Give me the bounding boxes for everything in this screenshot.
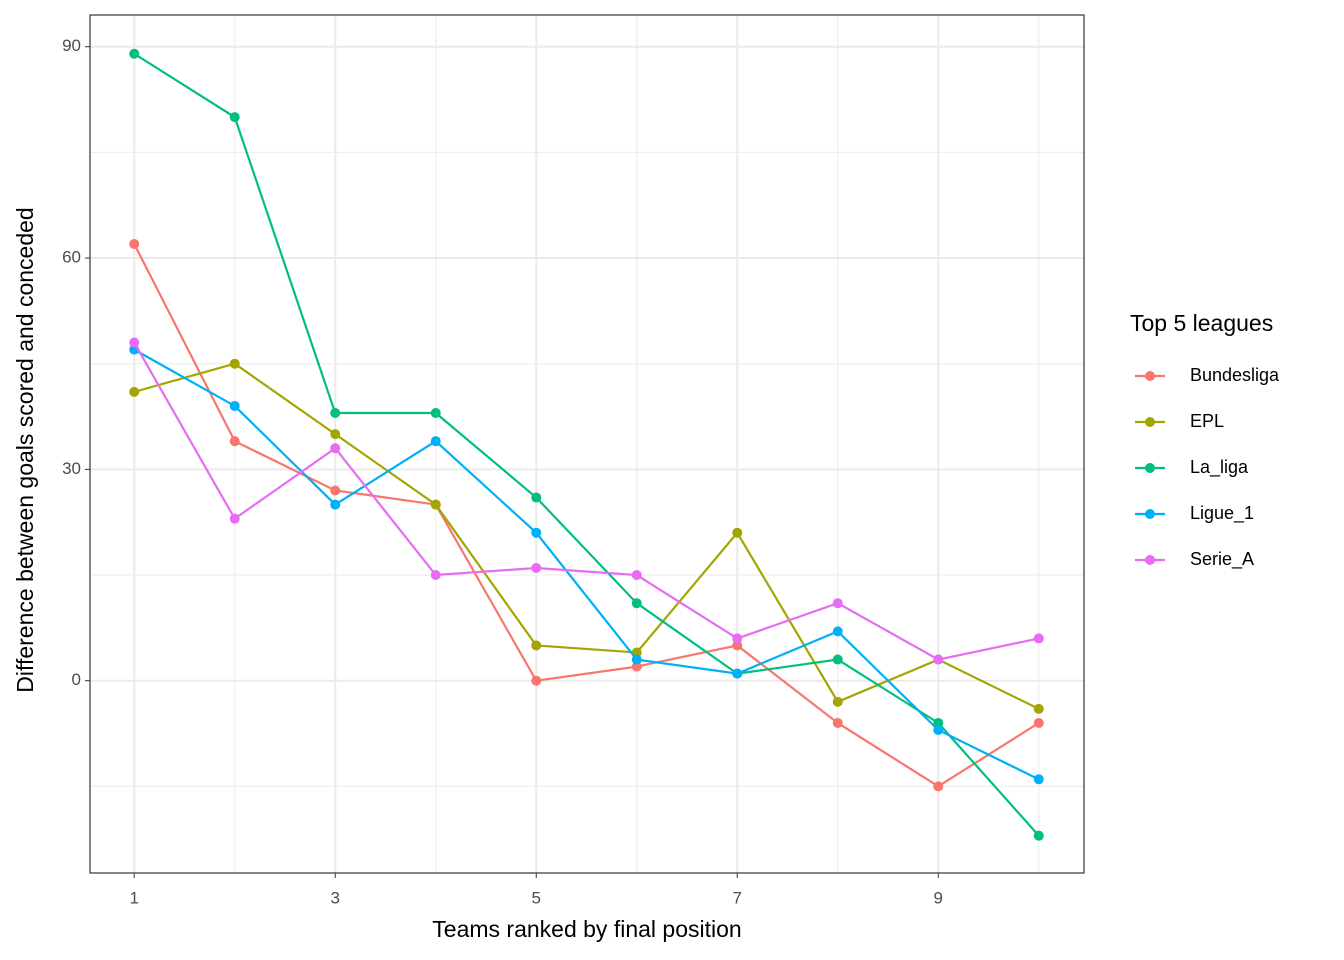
data-point <box>229 513 240 524</box>
data-point <box>531 675 542 686</box>
data-point <box>933 654 944 665</box>
data-point <box>430 499 441 510</box>
data-point <box>229 400 240 411</box>
x-tick-label: 1 <box>129 888 138 907</box>
y-tick-label: 0 <box>72 670 81 689</box>
x-tick-label: 5 <box>532 888 541 907</box>
data-point <box>1033 774 1044 785</box>
plot-background <box>90 15 1084 873</box>
data-point <box>330 443 341 454</box>
data-point <box>531 562 542 573</box>
legend-label: Bundesliga <box>1190 365 1280 385</box>
legend-key-point <box>1145 555 1155 565</box>
data-point <box>732 640 743 651</box>
legend-label: La_liga <box>1190 457 1249 478</box>
data-point <box>330 499 341 510</box>
legend-label: EPL <box>1190 411 1224 431</box>
data-point <box>832 654 843 665</box>
data-point <box>933 717 944 728</box>
legend-title: Top 5 leagues <box>1130 310 1273 336</box>
data-point <box>832 598 843 609</box>
data-point <box>229 436 240 447</box>
data-point <box>1033 703 1044 714</box>
data-point <box>531 492 542 503</box>
x-tick-label: 3 <box>330 888 339 907</box>
data-point <box>1033 830 1044 841</box>
data-point <box>229 358 240 369</box>
series-line <box>133 342 1039 661</box>
data-point <box>732 527 743 538</box>
y-tick-label: 90 <box>62 36 81 55</box>
data-point <box>430 436 441 447</box>
data-point <box>1033 717 1044 728</box>
data-point <box>330 429 341 440</box>
legend-key-point <box>1145 371 1155 381</box>
data-point <box>832 717 843 728</box>
data-point <box>933 781 944 792</box>
series-line <box>133 52 1040 837</box>
y-tick-label: 30 <box>62 459 81 478</box>
legend-label: Serie_A <box>1190 549 1254 570</box>
data-point <box>832 696 843 707</box>
data-point <box>732 668 743 679</box>
x-tick-label: 7 <box>733 888 742 907</box>
data-point <box>933 725 944 735</box>
data-point <box>129 238 140 249</box>
series-line <box>133 243 1040 788</box>
data-point <box>531 640 542 651</box>
x-tick-label: 9 <box>934 888 943 907</box>
y-axis-title: Difference between goals scored and conc… <box>12 207 38 692</box>
data-point <box>129 48 140 59</box>
series-line <box>133 348 1040 781</box>
data-point <box>430 570 441 581</box>
legend-label: Ligue_1 <box>1190 503 1254 524</box>
data-point <box>430 408 441 419</box>
plot-border <box>89 14 1085 874</box>
legend-key-point <box>1145 509 1155 519</box>
data-point <box>631 661 642 672</box>
x-axis-title: Teams ranked by final position <box>432 916 741 942</box>
data-point <box>129 386 140 397</box>
data-point <box>732 633 743 644</box>
data-point <box>832 626 843 637</box>
data-point <box>631 598 642 609</box>
data-point <box>330 408 341 419</box>
data-point <box>531 527 542 538</box>
data-point <box>129 337 140 348</box>
data-point <box>1033 633 1044 644</box>
data-point <box>631 654 642 665</box>
data-point <box>631 570 642 581</box>
legend-key-point <box>1145 463 1155 473</box>
data-point <box>229 112 240 123</box>
data-point <box>330 485 341 496</box>
y-tick-label: 60 <box>62 248 81 267</box>
legend-key-point <box>1145 417 1155 427</box>
